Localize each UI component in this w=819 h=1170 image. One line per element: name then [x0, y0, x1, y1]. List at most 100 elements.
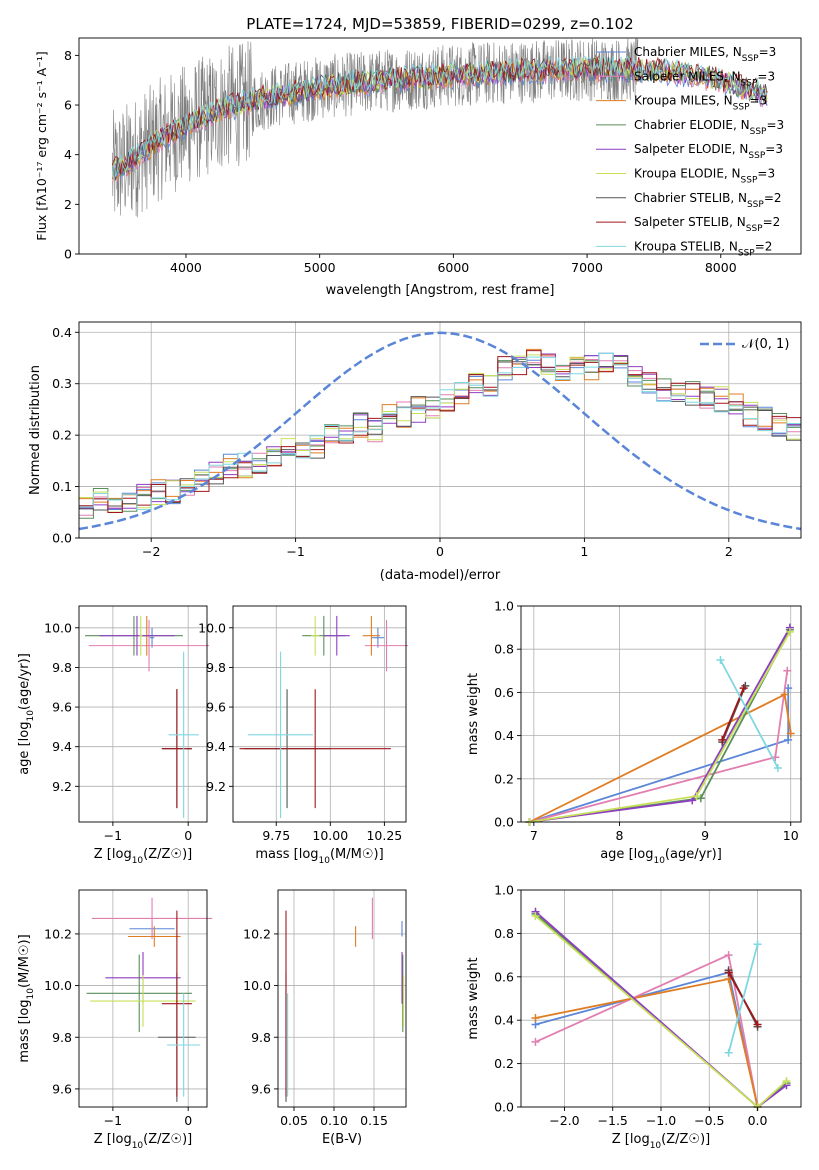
y-axis-label: Flux [fλ10⁻¹⁷ erg cm⁻² s⁻¹ A⁻¹]: [34, 51, 49, 240]
model-spectrum-line: [112, 55, 768, 178]
x-axis-label: Z [log10(Z/Z☉)]: [612, 1132, 710, 1151]
legend-label: Kroupa ELODIE, NSSP=3: [634, 167, 775, 186]
weight-marker: [782, 1076, 791, 1085]
x-tick-label: −1: [104, 1113, 122, 1128]
weight-marker: [786, 729, 795, 738]
legend-label: Salpeter ELODIE, NSSP=3: [634, 142, 783, 161]
y-tick-label: 9.8: [52, 660, 72, 675]
weight-line: [529, 693, 792, 823]
y-tick-label: 9.6: [52, 1081, 72, 1096]
y-tick-label: 10.0: [243, 978, 271, 993]
axes-frame: [520, 605, 802, 823]
x-tick-label: 10.25: [366, 828, 402, 843]
weight-marker: [696, 794, 705, 803]
x-tick-label: −0.5: [694, 1113, 724, 1128]
y-tick-label: 0.2: [494, 1056, 514, 1071]
residual-histogram: [79, 348, 801, 503]
y-tick-label: 0.0: [494, 1100, 514, 1115]
y-tick-label: 0.4: [52, 325, 72, 340]
y-tick-label: 0.8: [494, 642, 514, 657]
y-tick-label: 0.2: [52, 428, 72, 443]
x-tick-label: −2.0: [549, 1113, 579, 1128]
residual-histogram: [79, 350, 801, 513]
y-tick-label: 9.4: [52, 739, 72, 754]
residual-histogram: [79, 352, 801, 511]
x-tick-label: −2: [142, 544, 160, 559]
y-tick-label: 1.0: [494, 599, 514, 614]
x-tick-label: 10.00: [312, 828, 348, 843]
legend-label: Salpeter STELIB, NSSP=2: [634, 215, 780, 234]
normal-curve: [78, 331, 802, 531]
weight-line: [529, 670, 789, 823]
x-tick-label: 6000: [437, 260, 469, 275]
y-tick-label: 9.2: [206, 779, 226, 794]
weight-line: [719, 659, 779, 769]
y-tick-label: 2: [64, 197, 72, 212]
x-tick-label: −1.0: [646, 1113, 676, 1128]
x-tick-label: 4000: [170, 260, 202, 275]
weight-marker: [531, 912, 540, 921]
model-spectrum-line: [112, 56, 768, 173]
residuals-panel: −2 −1 0 1 2 0.0 0.1 0.2 0.3 0.4 (data-model)/error…: [28, 321, 802, 583]
y-tick-label: 8: [64, 48, 72, 63]
x-tick-label: 0.0: [748, 1113, 768, 1128]
x-axis-label: mass [log10(M/M☉)]: [255, 847, 383, 866]
residual-histogram: [79, 355, 801, 516]
x-tick-label: 7000: [571, 260, 603, 275]
axes-frame: [78, 37, 802, 255]
legend-label: Chabrier STELIB, NSSP=2: [634, 191, 782, 210]
weight-line: [529, 631, 791, 823]
y-tick-label: 9.8: [52, 1030, 72, 1045]
y-tick-label: 10.2: [243, 926, 271, 941]
x-tick-label: 5000: [304, 260, 336, 275]
axes-frame: [78, 889, 208, 1108]
y-tick-label: 9.6: [52, 700, 72, 715]
x-axis-label: age [log10(age/yr)]: [600, 847, 722, 866]
x-axis-label: Z [log10(Z/Z☉)]: [94, 1132, 192, 1151]
y-tick-label: 0.6: [494, 685, 514, 700]
weight-marker: [753, 1020, 762, 1029]
grid-lines: [521, 889, 801, 1108]
y-tick-label: 0.4: [494, 1013, 514, 1028]
grid-lines: [233, 606, 406, 822]
x-axis-label: (data-model)/error: [380, 568, 501, 583]
x-tick-label: 9.75: [262, 828, 290, 843]
x-tick-label: 0.05: [280, 1113, 308, 1128]
y-tick-label: 10.2: [44, 926, 72, 941]
y-tick-label: 9.2: [52, 779, 72, 794]
y-tick-label: 0.6: [494, 969, 514, 984]
x-axis-label: Z [log10(Z/Z☉)]: [94, 847, 192, 866]
weight-marker: [688, 796, 697, 805]
mass_vs_ebv-panel: 0.05 0.10 0.15 9.6 9.8 10.0 10.2 E(B-V): [243, 889, 407, 1147]
legend-label: Kroupa STELIB, NSSP=2: [634, 239, 772, 258]
weight-line: [535, 977, 759, 1108]
weight-marker: [724, 951, 733, 960]
y-tick-label: 0.1: [52, 479, 72, 494]
residual-histogram: [79, 352, 801, 510]
y-tick-label: 0.4: [494, 728, 514, 743]
x-tick-label: 0: [184, 828, 192, 843]
axes-frame: [232, 605, 407, 823]
weight_vs_age-panel: 7 8 9 10 0.0 0.2 0.4 0.6 0.8 1.0 age [log10(age/yr…: [466, 599, 802, 866]
weight-line: [535, 953, 759, 1108]
weight-marker: [724, 968, 733, 977]
weight-marker: [785, 627, 794, 636]
x-tick-label: −1: [286, 544, 304, 559]
age_vs_Z-panel: −1 0 9.2 9.4 9.6 9.8 10.0 Z [log10(Z/Z☉)] age [l…: [17, 605, 210, 866]
x-axis-label: wavelength [Angstrom, rest frame]: [326, 283, 555, 298]
y-tick-label: 9.6: [251, 1081, 271, 1096]
weight-marker: [718, 735, 727, 744]
y-tick-label: 0.0: [494, 815, 514, 830]
x-tick-label: 8000: [705, 260, 737, 275]
y-tick-label: 6: [64, 98, 72, 113]
weight-marker: [784, 735, 793, 744]
grid-lines: [79, 322, 801, 539]
legend-label: 𝒩(0, 1): [742, 337, 789, 352]
weight-line: [727, 944, 759, 1054]
y-tick-label: 9.4: [206, 739, 226, 754]
weight-marker: [739, 684, 748, 693]
weight-marker: [724, 1048, 733, 1057]
age_vs_mass-panel: 9.75 10.00 10.25 9.2 9.4 9.6 9.8 10.0 mass [log1…: [198, 605, 409, 866]
y-tick-label: 1.0: [494, 883, 514, 898]
y-tick-label: 0.8: [494, 926, 514, 941]
